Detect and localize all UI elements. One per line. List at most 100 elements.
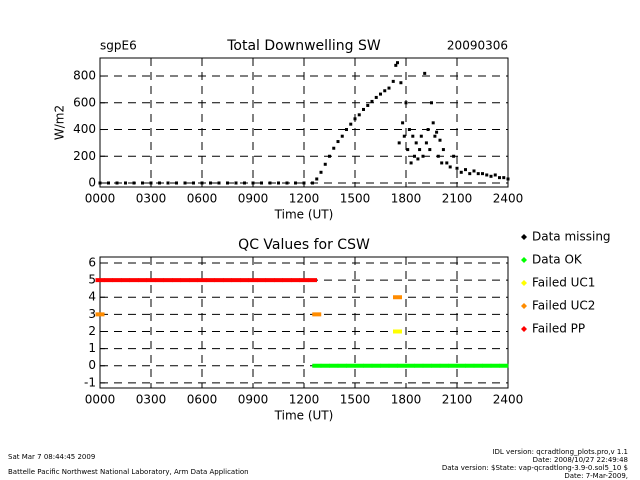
- qc-point: [337, 363, 347, 368]
- x-tick-label: 1800: [391, 393, 422, 407]
- data-point: [319, 170, 323, 174]
- data-point: [353, 117, 357, 121]
- legend-label: Failed UC1: [532, 276, 595, 290]
- data-point: [98, 181, 102, 185]
- chart-title: Total Downwelling SW: [226, 38, 381, 54]
- data-point: [294, 181, 297, 185]
- qc-point: [499, 363, 509, 368]
- qc-point: [405, 363, 415, 368]
- data-point: [452, 154, 456, 158]
- data-point: [411, 134, 415, 138]
- data-point: [370, 99, 374, 103]
- date-label: 20090306: [447, 39, 508, 53]
- data-point: [401, 121, 405, 125]
- data-point: [107, 181, 110, 185]
- data-point: [345, 128, 348, 132]
- legend-marker: [521, 257, 527, 263]
- qc-point: [456, 363, 466, 368]
- data-point: [493, 173, 497, 177]
- qc-point: [312, 363, 322, 368]
- data-point: [423, 71, 427, 75]
- data-point: [430, 101, 433, 105]
- data-point: [226, 181, 229, 185]
- qc-point: [274, 278, 283, 283]
- qc-point: [431, 363, 441, 368]
- qc-point: [393, 295, 402, 300]
- data-point: [440, 161, 444, 165]
- qc-point: [282, 278, 292, 283]
- qc-point: [490, 363, 500, 368]
- data-point: [489, 174, 493, 178]
- data-point: [362, 107, 365, 111]
- qc-point: [231, 278, 241, 283]
- data-point: [448, 165, 452, 169]
- x-tick-label: 0600: [187, 393, 218, 407]
- footer-organization: Battelle Pacific Northwest National Labo…: [8, 468, 249, 476]
- data-point: [200, 181, 204, 185]
- qc-point: [121, 278, 130, 283]
- legend-label: Data missing: [532, 230, 611, 244]
- y-tick-label: 1: [88, 341, 96, 355]
- data-point: [285, 181, 289, 185]
- data-point: [315, 177, 319, 181]
- data-point: [426, 128, 430, 132]
- data-point: [435, 130, 439, 134]
- data-point: [485, 173, 489, 177]
- data-point: [433, 134, 437, 138]
- qc-point: [248, 278, 258, 283]
- qc-point: [439, 363, 449, 368]
- data-point: [158, 181, 161, 185]
- data-point: [424, 141, 428, 145]
- data-point: [472, 169, 476, 173]
- x-tick-label: 0600: [187, 192, 218, 206]
- qc-point: [138, 278, 147, 283]
- qc-point: [320, 363, 330, 368]
- data-point: [438, 138, 442, 142]
- x-axis-label: Time (UT): [274, 409, 334, 423]
- qc-point: [388, 363, 398, 368]
- data-point: [166, 181, 170, 185]
- data-point: [498, 176, 501, 180]
- x-tick-label: 0300: [136, 393, 167, 407]
- y-tick-label: 600: [73, 95, 96, 109]
- qc-point: [329, 363, 339, 368]
- data-point: [234, 181, 238, 185]
- data-point: [260, 181, 263, 185]
- data-point: [407, 128, 411, 132]
- legend-label: Failed PP: [532, 322, 585, 336]
- qc-point: [172, 278, 181, 283]
- footer-timestamp: Sat Mar 7 08:44:45 2009: [8, 453, 95, 461]
- data-point: [406, 148, 410, 152]
- data-point: [209, 181, 212, 185]
- data-point: [445, 161, 449, 165]
- legend-marker: [521, 280, 527, 286]
- data-point: [436, 154, 440, 158]
- qc-point: [465, 363, 475, 368]
- x-tick-label: 2100: [442, 192, 473, 206]
- plot-frame: [99, 256, 509, 389]
- data-point: [441, 148, 445, 152]
- data-point: [141, 181, 144, 185]
- qc-point: [197, 278, 207, 283]
- data-point: [243, 181, 246, 185]
- data-point: [419, 134, 423, 138]
- qc-point: [482, 363, 492, 368]
- data-point: [349, 122, 353, 126]
- qc-point: [371, 363, 381, 368]
- qc-point: [299, 278, 309, 283]
- data-point: [387, 86, 391, 90]
- data-point: [404, 101, 408, 105]
- data-point: [502, 176, 506, 180]
- data-point: [149, 181, 153, 185]
- x-tick-label: 0000: [85, 192, 116, 206]
- data-point: [418, 148, 422, 152]
- data-point: [175, 181, 178, 185]
- legend-marker: [521, 303, 527, 309]
- legend-label: Failed UC2: [532, 299, 595, 313]
- qc-point: [414, 363, 424, 368]
- x-tick-label: 1200: [289, 393, 320, 407]
- qc-point: [240, 278, 249, 283]
- qc-point: [422, 363, 432, 368]
- data-point: [183, 181, 187, 185]
